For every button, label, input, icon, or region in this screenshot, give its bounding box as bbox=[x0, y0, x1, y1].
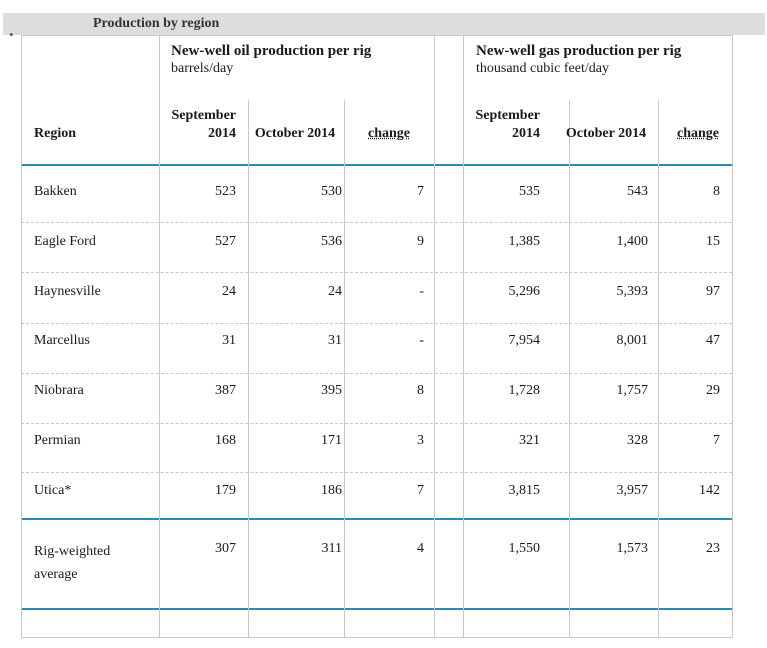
table-cell: 7 bbox=[417, 482, 424, 498]
row-divider bbox=[21, 272, 732, 273]
col-header-gas-change: change bbox=[677, 126, 719, 141]
table-cell: 8 bbox=[417, 383, 424, 399]
column-divider bbox=[248, 100, 249, 638]
table-cell: 24 bbox=[328, 283, 342, 299]
table-cell: 328 bbox=[627, 433, 648, 448]
region-name: Eagle Ford bbox=[34, 233, 96, 249]
oil-group-title: New-well oil production per rig bbox=[171, 43, 372, 59]
column-divider bbox=[463, 35, 464, 638]
region-name: Haynesville bbox=[34, 283, 101, 299]
oil-group-unit: barrels/day bbox=[171, 61, 234, 76]
row-divider bbox=[21, 373, 732, 374]
table-cell: 1,400 bbox=[616, 233, 649, 249]
region-name: Marcellus bbox=[34, 333, 90, 349]
table-cell: 24 bbox=[222, 283, 236, 299]
table-cell: 536 bbox=[321, 233, 342, 249]
table-bottom-border bbox=[21, 637, 732, 638]
table-cell: - bbox=[419, 283, 424, 299]
table-cell: 5,296 bbox=[508, 283, 541, 299]
body-bottom-rule bbox=[21, 518, 732, 520]
table-cell: 8 bbox=[713, 184, 720, 199]
table-cell: 3 bbox=[417, 433, 424, 448]
table-cell: 7 bbox=[417, 184, 424, 199]
table-cell: 3,815 bbox=[508, 482, 541, 498]
table-cell: 321 bbox=[519, 433, 540, 448]
column-divider bbox=[658, 100, 659, 638]
column-divider bbox=[159, 35, 160, 638]
table-cell: 527 bbox=[215, 233, 236, 249]
table-cell: 1,728 bbox=[508, 383, 541, 399]
table-cell: 15 bbox=[706, 233, 720, 249]
row-divider bbox=[21, 472, 732, 473]
region-name: Bakken bbox=[34, 184, 77, 199]
region-name: Utica* bbox=[34, 482, 72, 498]
table-cell: 1,550 bbox=[508, 541, 541, 556]
production-table: New-well oil production per rig barrels/d… bbox=[21, 35, 733, 638]
table-cell: 543 bbox=[627, 184, 648, 199]
column-divider bbox=[569, 100, 570, 638]
gas-group-unit: thousand cubic feet/day bbox=[476, 61, 609, 76]
column-divider bbox=[344, 100, 345, 638]
row-divider bbox=[21, 323, 732, 324]
table-cell: 168 bbox=[215, 433, 236, 448]
col-header-gas-september-2014: September 2014 bbox=[475, 108, 540, 141]
region-name: Niobrara bbox=[34, 383, 84, 399]
table-cell: 4 bbox=[417, 541, 424, 556]
table-cell: 171 bbox=[321, 433, 342, 448]
bullet-icon: • bbox=[9, 27, 14, 42]
table-cell: 7 bbox=[713, 433, 720, 448]
footer-rule bbox=[21, 608, 732, 610]
table-cell: 530 bbox=[321, 184, 342, 199]
row-divider bbox=[21, 222, 732, 223]
table-cell: 9 bbox=[417, 233, 424, 249]
col-header-oil-october-2014: October 2014 bbox=[254, 126, 336, 141]
table-cell: 31 bbox=[222, 333, 236, 349]
table-cell: 3,957 bbox=[616, 482, 649, 498]
table-cell: 186 bbox=[321, 482, 342, 498]
table-cell: 1,573 bbox=[616, 541, 649, 556]
col-header-oil-change: change bbox=[368, 126, 410, 141]
table-top-border bbox=[21, 35, 732, 36]
table-cell: 97 bbox=[706, 283, 720, 299]
table-cell: 31 bbox=[328, 333, 342, 349]
table-cell: 8,001 bbox=[616, 333, 649, 349]
column-divider bbox=[732, 35, 733, 638]
region-name: Permian bbox=[34, 433, 81, 448]
header-bottom-rule bbox=[21, 164, 732, 166]
row-divider bbox=[21, 423, 732, 424]
table-cell: 387 bbox=[215, 383, 236, 399]
gas-group-title: New-well gas production per rig bbox=[476, 43, 682, 59]
table-cell: 179 bbox=[215, 482, 236, 498]
table-cell: 535 bbox=[519, 184, 540, 199]
table-cell: 523 bbox=[215, 184, 236, 199]
table-cell: 307 bbox=[215, 541, 236, 556]
section-title: Production by region bbox=[93, 16, 220, 31]
col-header-gas-october-2014: October 2014 bbox=[565, 126, 647, 141]
col-header-region: Region bbox=[34, 126, 76, 141]
table-cell: 47 bbox=[706, 333, 720, 349]
region-name: Rig-weighted average bbox=[34, 544, 111, 582]
table-cell: 395 bbox=[321, 383, 342, 399]
table-cell: 29 bbox=[706, 383, 720, 399]
table-cell: 7,954 bbox=[508, 333, 541, 349]
table-cell: - bbox=[419, 333, 424, 349]
table-cell: 23 bbox=[706, 541, 720, 556]
column-divider bbox=[21, 35, 22, 638]
table-cell: 311 bbox=[321, 541, 342, 556]
table-cell: 142 bbox=[699, 482, 720, 498]
table-cell: 1,385 bbox=[508, 233, 541, 249]
col-header-oil-september-2014: September 2014 bbox=[171, 108, 236, 141]
section-header: • Production by region bbox=[3, 13, 765, 42]
table-cell: 1,757 bbox=[616, 383, 649, 399]
column-divider bbox=[434, 35, 435, 638]
table-cell: 5,393 bbox=[616, 283, 649, 299]
